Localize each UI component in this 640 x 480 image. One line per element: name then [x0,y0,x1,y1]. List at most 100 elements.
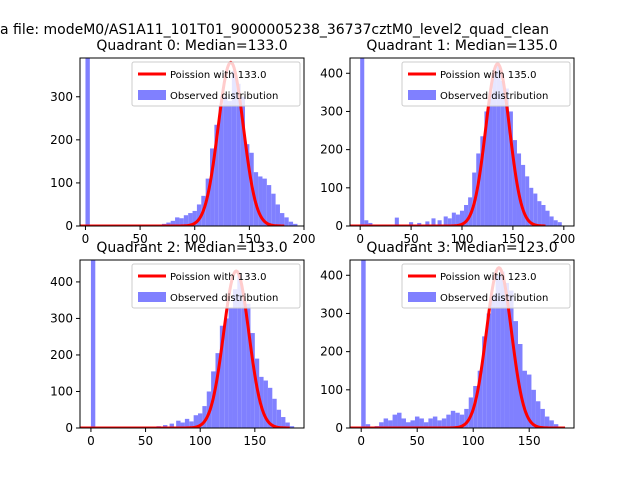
histogram-bar [198,413,203,428]
histogram-bar [500,80,505,226]
histogram-bar [504,88,509,226]
histogram-bar [509,290,514,428]
legend-fit-label: Poission with 133.0 [170,272,266,283]
histogram-bar [417,222,422,226]
x-tick-label: 100 [189,434,212,448]
x-tick-label: 0 [82,232,90,246]
histogram-bar [553,220,558,226]
y-tick-label: 200 [320,345,343,359]
histogram-bar [459,414,465,428]
x-tick-label: 150 [238,232,261,246]
histogram-bar [495,275,501,428]
legend-fit-label: Poission with 123.0 [440,272,536,283]
histogram-bar [219,325,225,428]
histogram-bar [383,418,389,428]
histogram-bar [392,414,398,428]
legend-box [131,263,301,309]
legend-observed-label: Observed distribution [440,91,548,102]
histogram-bar [513,321,518,428]
axes-frame [79,57,305,227]
histogram-bar [360,58,365,226]
axes-frame [79,259,305,429]
histogram-bar [437,420,442,428]
legend-observed-label: Observed distribution [170,91,278,102]
histogram-bar [179,218,184,226]
histogram-bar [188,213,193,226]
histogram-bar [428,418,433,428]
histogram-bar [192,210,197,226]
histogram-bar [365,424,371,428]
histogram-bar [410,420,415,428]
x-tick-label: 0 [356,232,364,246]
x-tick-label: 100 [462,434,485,448]
histogram-bar [281,417,286,428]
histogram-bar [492,73,497,226]
histogram-bar [236,83,241,226]
histogram-bar [437,220,442,226]
y-tick-label: 100 [50,176,73,190]
histogram-bar [450,410,456,428]
histogram-bar [414,416,420,428]
histogram-bar [263,380,268,428]
quadrant-2-panel: 0 50 100 150 0 100 200 300 400 Quadrant 2: Median… [50,240,305,448]
y-tick-label: 0 [335,421,343,435]
histogram-bar [464,408,469,428]
histogram-bar [535,401,541,428]
panel-title: Quadrant 1: Median=135.0 [366,38,557,54]
poisson-fit-line [350,266,566,428]
x-tick-label: 100 [183,232,206,246]
axes-frame [349,259,575,429]
histogram-bar [545,210,550,226]
histogram-bar [175,217,180,226]
legend: Poission with 133.0 Observed distribution [131,263,301,309]
y-tick-label: 300 [50,90,73,104]
histogram-bar [533,193,538,226]
histogram-bar [553,424,559,428]
histogram-bar [491,294,496,428]
histogram-bar [279,213,285,226]
histogram-bar [446,414,451,428]
histogram-bar [288,221,294,226]
histogram-bar [237,274,242,428]
y-tick-label: 300 [320,104,343,118]
histogram-bar [266,185,272,226]
histogram-bar [223,96,228,226]
histogram-bar [218,105,224,226]
legend-observed-label: Observed distribution [170,293,278,304]
legend-observed-swatch [408,90,436,100]
x-tick-label: 150 [501,232,524,246]
legend-box [131,61,301,107]
legend-box [401,263,571,309]
histogram-bar [388,420,393,428]
histogram-bar [379,422,384,428]
figure-title: a file: modeM0/AS1A11_101T01_9000005238_… [0,22,549,38]
x-tick-label: 50 [138,434,153,448]
quadrant-0-panel: 0 50 100 150 200 0 100 200 300 Quadrant 0: Median… [50,38,315,246]
y-tick-label: 200 [320,143,343,157]
histogram-bar [228,307,233,428]
histogram-bar [447,218,452,226]
y-tick-label: 100 [320,383,343,397]
histogram-bar [423,422,429,428]
histogram-bar [196,204,202,226]
histogram-bar [541,205,546,226]
legend: Poission with 123.0 Observed distribution [401,263,571,309]
histogram-bar [406,422,411,428]
legend-observed-swatch [408,292,436,302]
histogram-bar [368,222,373,226]
histogram-bar [482,336,487,428]
x-tick-label: 150 [243,434,266,448]
quadrant-3-panel: 0 50 100 150 0 100 200 300 400 Quadrant 3: Median… [320,240,575,448]
x-tick-label: 200 [552,232,575,246]
legend: Poission with 135.0 Observed distribution [401,61,571,107]
x-tick-label: 50 [403,232,418,246]
histogram-bar [557,222,562,226]
histogram-bar [275,204,280,226]
histogram-bar [224,318,229,428]
y-tick-label: 0 [65,421,73,435]
histogram-bar [176,420,181,428]
histogram-bar [496,65,501,226]
y-tick-label: 400 [50,275,73,289]
histogram-bar [544,416,550,428]
